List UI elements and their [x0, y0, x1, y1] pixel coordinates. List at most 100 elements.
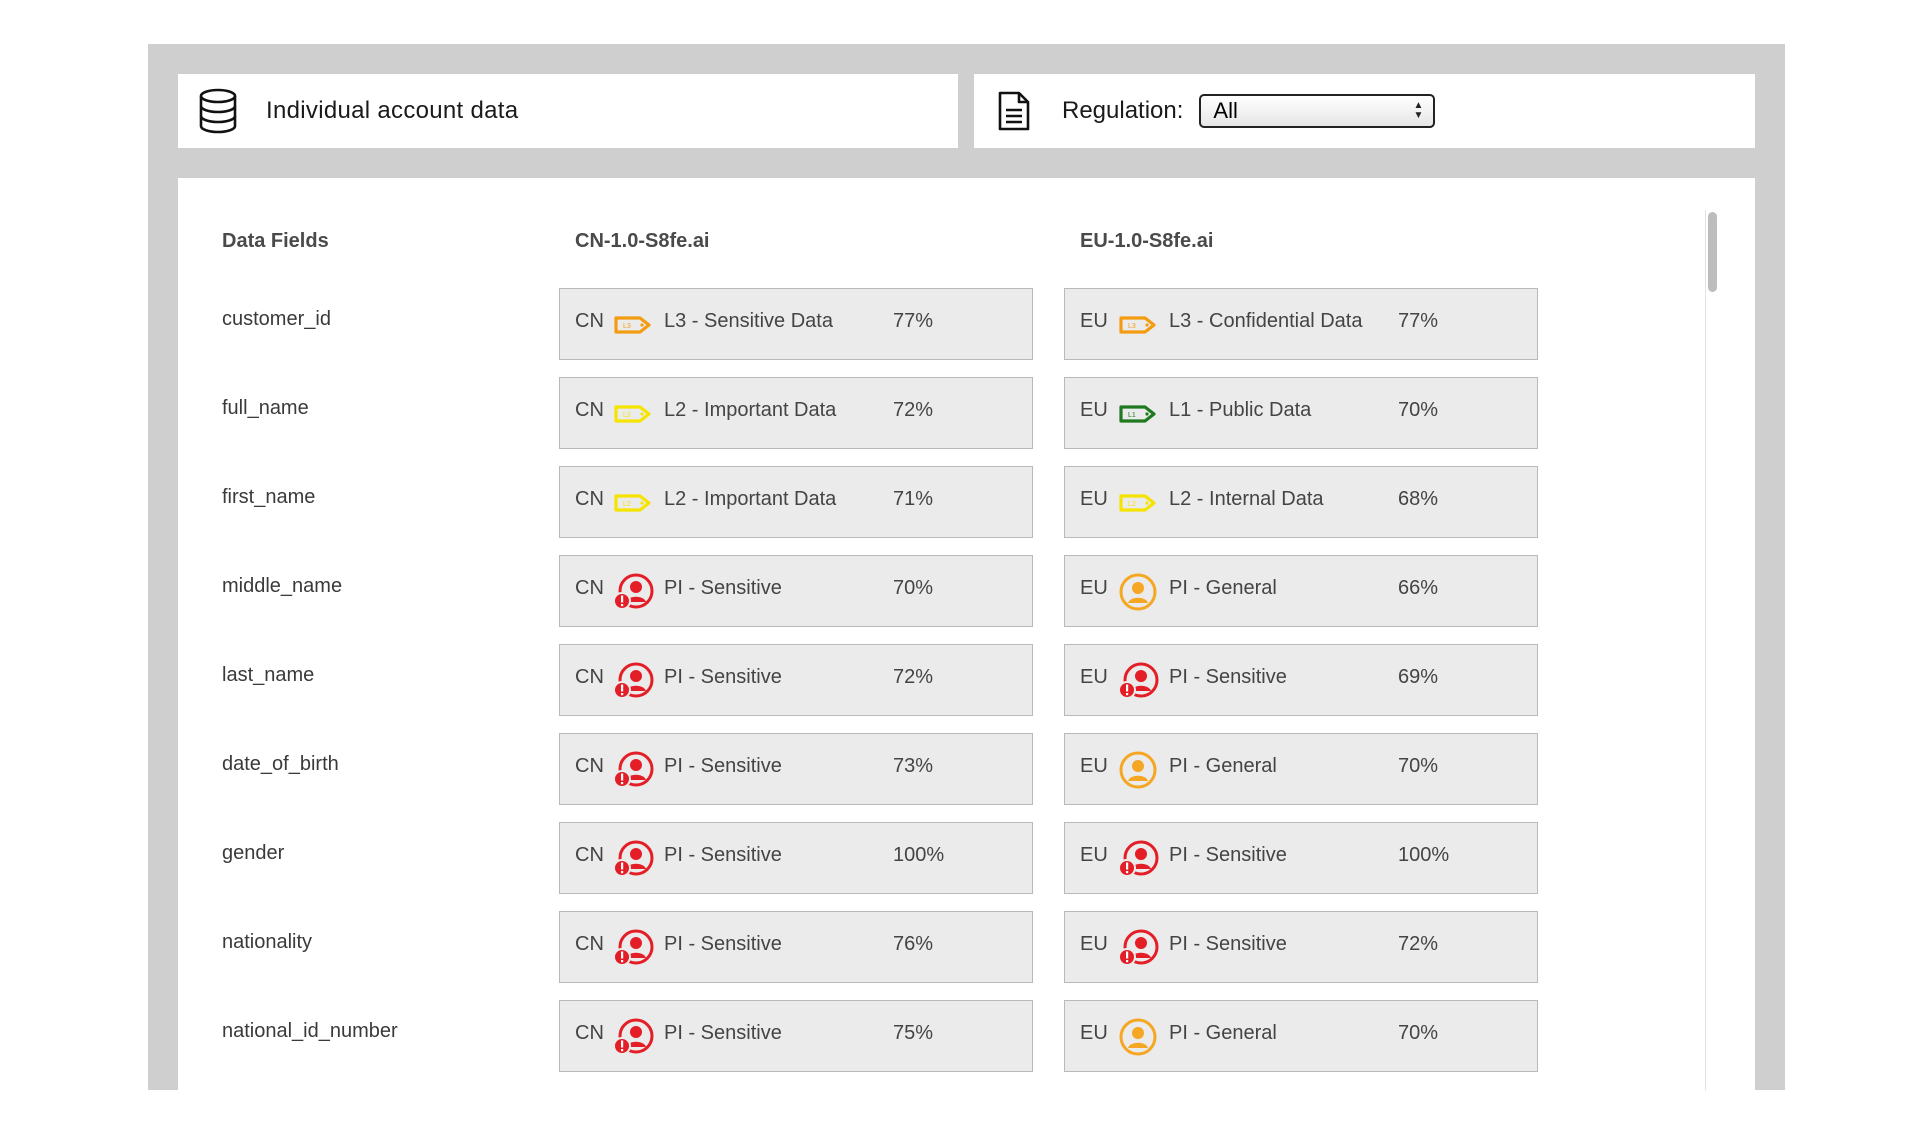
region-code: EU	[1080, 399, 1108, 421]
vertical-scrollbar-track[interactable]	[1705, 210, 1722, 1090]
field-name: national_id_number	[222, 1020, 398, 1042]
region-code: CN	[575, 666, 604, 688]
regulation-panel: Regulation: All ▲ ▼	[974, 74, 1755, 148]
region-code: CN	[575, 933, 604, 955]
classification-label: L1 - Public Data	[1169, 399, 1312, 421]
tag-l3-icon: L3	[1117, 305, 1159, 345]
classification-label: L2 - Important Data	[664, 488, 837, 510]
tag-l3-icon: L3	[612, 305, 654, 345]
pi-sensitive-icon	[612, 928, 654, 968]
classification-label: PI - Sensitive	[1169, 844, 1287, 866]
eu-classification-cell[interactable]: EU PI - General 70%	[1064, 733, 1538, 805]
classification-label: L3 - Sensitive Data	[664, 310, 833, 332]
region-code: EU	[1080, 577, 1108, 599]
svg-text:L1: L1	[1128, 412, 1136, 419]
classification-label: L2 - Internal Data	[1169, 488, 1324, 510]
confidence-percent: 73%	[893, 755, 934, 777]
source-panel: Individual account data	[178, 74, 958, 148]
cn-classification-cell[interactable]: CN PI - Sensitive 70%	[559, 555, 1033, 627]
classification-label: PI - General	[1169, 577, 1277, 599]
select-arrows-icon: ▲ ▼	[1413, 100, 1424, 121]
svg-text:L3: L3	[623, 323, 631, 330]
pi-sensitive-icon	[612, 750, 654, 790]
cn-classification-cell[interactable]: CN L2 L2 - Important Data 72%	[559, 377, 1033, 449]
classification-label: PI - Sensitive	[1169, 933, 1287, 955]
document-icon	[992, 87, 1036, 135]
field-name: gender	[222, 842, 285, 864]
region-code: CN	[575, 844, 604, 866]
region-code: CN	[575, 488, 604, 510]
eu-classification-cell[interactable]: EU L2 L2 - Internal Data 68%	[1064, 466, 1538, 538]
svg-text:L3: L3	[1128, 323, 1136, 330]
cn-classification-cell[interactable]: CN PI - Sensitive 72%	[559, 644, 1033, 716]
pi-sensitive-icon	[1117, 661, 1159, 701]
classification-label: L2 - Important Data	[664, 399, 837, 421]
region-code: EU	[1080, 488, 1108, 510]
confidence-percent: 77%	[1398, 310, 1439, 332]
column-header-data-fields: Data Fields	[222, 230, 329, 252]
eu-classification-cell[interactable]: EU PI - General 70%	[1064, 1000, 1538, 1072]
classification-label: PI - Sensitive	[664, 1022, 782, 1044]
source-title: Individual account data	[266, 97, 519, 124]
pi-general-icon	[1117, 750, 1159, 790]
confidence-percent: 70%	[1398, 1022, 1439, 1044]
regulation-selected-value: All	[1213, 98, 1238, 123]
confidence-percent: 70%	[893, 577, 934, 599]
eu-classification-cell[interactable]: EU L3 L3 - Confidential Data 77%	[1064, 288, 1538, 360]
eu-classification-cell[interactable]: EU PI - Sensitive 100%	[1064, 822, 1538, 894]
region-code: EU	[1080, 933, 1108, 955]
regulation-select[interactable]: All ▲ ▼	[1199, 94, 1436, 128]
confidence-percent: 72%	[893, 666, 934, 688]
field-name: last_name	[222, 664, 315, 686]
confidence-percent: 75%	[893, 1022, 934, 1044]
eu-classification-cell[interactable]: EU L1 L1 - Public Data 70%	[1064, 377, 1538, 449]
region-code: EU	[1080, 666, 1108, 688]
pi-sensitive-icon	[612, 572, 654, 612]
confidence-percent: 71%	[893, 488, 934, 510]
region-code: CN	[575, 755, 604, 777]
region-code: CN	[575, 1022, 604, 1044]
confidence-percent: 100%	[893, 844, 945, 866]
regulation-label: Regulation:	[1062, 97, 1184, 124]
classification-label: PI - Sensitive	[664, 755, 782, 777]
pi-sensitive-icon	[1117, 839, 1159, 879]
cn-classification-cell[interactable]: CN PI - Sensitive 75%	[559, 1000, 1033, 1072]
region-code: EU	[1080, 310, 1108, 332]
confidence-percent: 70%	[1398, 755, 1439, 777]
pi-sensitive-icon	[612, 1017, 654, 1057]
classification-label: PI - Sensitive	[664, 577, 782, 599]
pi-general-icon	[1117, 1017, 1159, 1057]
region-code: CN	[575, 399, 604, 421]
tag-l2-icon: L2	[612, 483, 654, 523]
cn-classification-cell[interactable]: CN PI - Sensitive 76%	[559, 911, 1033, 983]
field-name: customer_id	[222, 308, 331, 330]
cn-classification-cell[interactable]: CN PI - Sensitive 73%	[559, 733, 1033, 805]
database-icon	[196, 87, 240, 135]
eu-classification-cell[interactable]: EU PI - Sensitive 72%	[1064, 911, 1538, 983]
vertical-scrollbar-thumb[interactable]	[1708, 212, 1717, 292]
field-name: nationality	[222, 931, 313, 953]
field-name: first_name	[222, 486, 316, 508]
confidence-percent: 69%	[1398, 666, 1439, 688]
confidence-percent: 72%	[1398, 933, 1439, 955]
confidence-percent: 70%	[1398, 399, 1439, 421]
column-header-cn: CN-1.0-S8fe.ai	[575, 230, 710, 252]
cn-classification-cell[interactable]: CN L3 L3 - Sensitive Data 77%	[559, 288, 1033, 360]
classification-label: L3 - Confidential Data	[1169, 310, 1363, 332]
tag-l2-icon: L2	[612, 394, 654, 434]
pi-sensitive-icon	[612, 839, 654, 879]
classification-label: PI - Sensitive	[664, 666, 782, 688]
cn-classification-cell[interactable]: CN PI - Sensitive 100%	[559, 822, 1033, 894]
field-name: date_of_birth	[222, 753, 339, 775]
pi-sensitive-icon	[1117, 928, 1159, 968]
confidence-percent: 66%	[1398, 577, 1439, 599]
classification-label: PI - General	[1169, 755, 1277, 777]
field-name: full_name	[222, 397, 309, 419]
eu-classification-cell[interactable]: EU PI - General 66%	[1064, 555, 1538, 627]
svg-text:L2: L2	[623, 501, 631, 508]
classification-label: PI - Sensitive	[664, 933, 782, 955]
cn-classification-cell[interactable]: CN L2 L2 - Important Data 71%	[559, 466, 1033, 538]
eu-classification-cell[interactable]: EU PI - Sensitive 69%	[1064, 644, 1538, 716]
region-code: CN	[575, 310, 604, 332]
confidence-percent: 77%	[893, 310, 934, 332]
